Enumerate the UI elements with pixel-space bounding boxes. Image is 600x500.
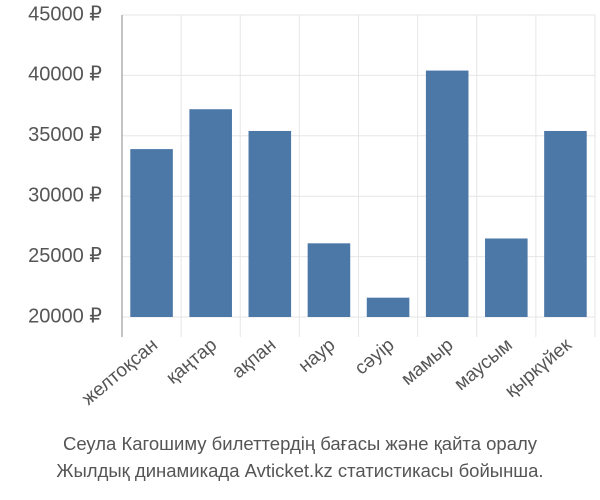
x-tick-label: мамыр <box>397 335 457 390</box>
bar <box>485 238 528 317</box>
bar <box>307 243 351 317</box>
y-tick-label: 40000 ₽ <box>28 64 102 86</box>
bar <box>130 149 173 317</box>
bar <box>366 297 410 317</box>
bar <box>425 70 469 318</box>
x-tick-label: наур <box>295 335 340 377</box>
y-tick-label: 45000 ₽ <box>28 3 102 25</box>
x-tick-label: ақпан <box>228 335 280 383</box>
bar <box>544 130 587 317</box>
x-tick-label: желтоқсан <box>78 335 162 410</box>
x-tick-label: қаңтар <box>162 335 221 389</box>
y-tick-label: 30000 ₽ <box>28 184 102 206</box>
bar <box>248 130 292 317</box>
x-tick-label: қыркүйек <box>501 334 576 402</box>
bar <box>189 109 232 317</box>
x-tick-label: сәуір <box>351 335 398 380</box>
y-tick-label: 20000 ₽ <box>28 305 102 327</box>
caption: Жылдық динамикада Avticket.kz статистика… <box>56 460 543 481</box>
caption: Сеула Кагошиму билеттердің бағасы және қ… <box>63 433 538 454</box>
y-tick-label: 35000 ₽ <box>28 124 102 146</box>
y-tick-label: 25000 ₽ <box>28 245 102 267</box>
